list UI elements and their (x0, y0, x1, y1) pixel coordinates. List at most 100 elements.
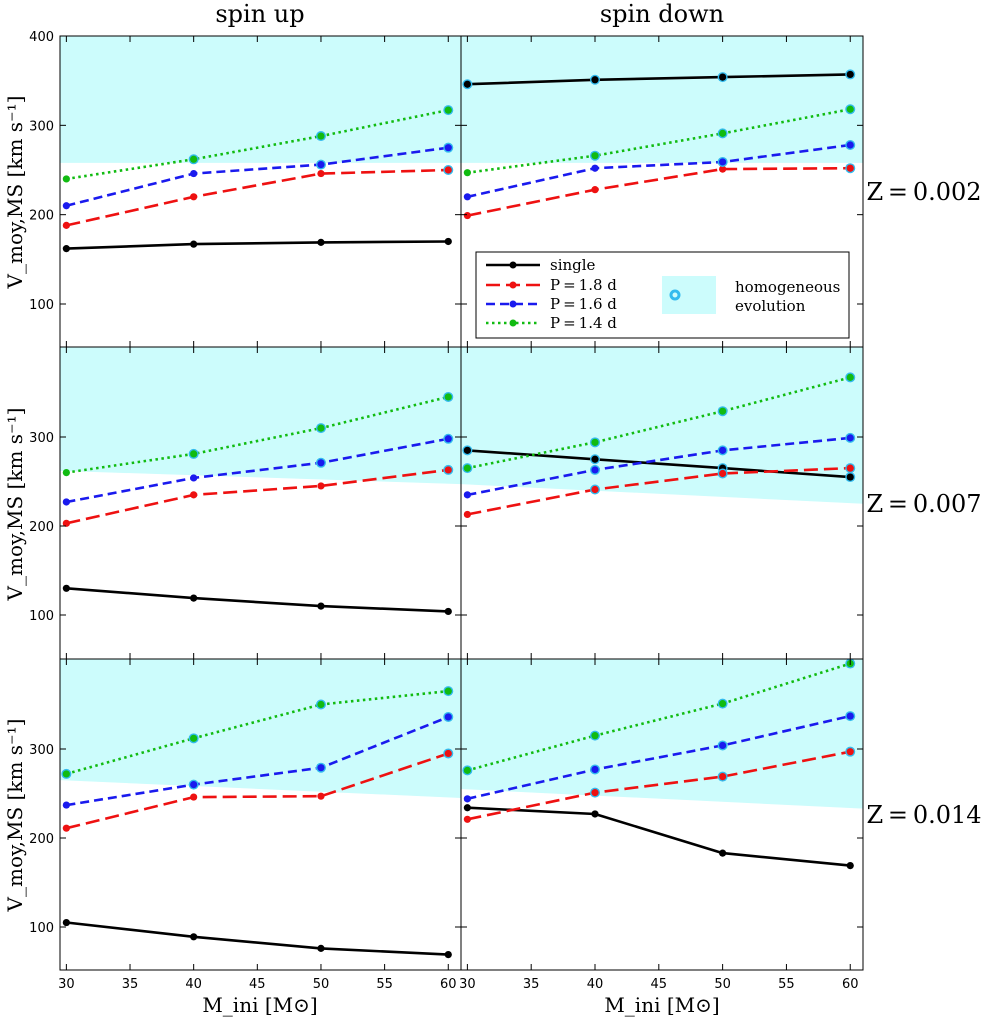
x-tick-label: 60 (842, 977, 859, 992)
y-axis-label-row1: V_moy,MS [km s⁻¹] (3, 96, 27, 290)
x-axis-label-right: M_ini [M⊙] (604, 993, 719, 1017)
data-point-single (591, 455, 599, 463)
data-point-p18 (317, 482, 325, 490)
data-point-p16 (591, 164, 599, 172)
x-tick-label: 35 (523, 977, 540, 992)
data-point-p18 (190, 491, 198, 499)
series-line-single (467, 449, 851, 479)
series-group (462, 659, 856, 870)
data-point-p16 (591, 466, 599, 474)
data-point-p14 (591, 732, 599, 740)
data-point-p18 (591, 789, 599, 797)
series-line-p16 (66, 437, 449, 504)
col-title-spin-up: spin up (215, 0, 304, 28)
data-point-p18 (719, 772, 727, 781)
data-point-p16 (444, 713, 452, 721)
data-point-p16 (846, 434, 854, 442)
data-point-single (463, 804, 471, 812)
data-point-single (846, 473, 854, 481)
data-point-p14 (463, 464, 471, 472)
data-point-single (719, 73, 727, 81)
homogeneous-region (60, 36, 461, 163)
data-point-p14 (190, 155, 198, 163)
legend-marker-p18 (509, 281, 517, 289)
data-point-p18 (846, 164, 854, 172)
row-label-z0014: Z = 0.014 (866, 801, 981, 829)
series-line-single (66, 587, 449, 613)
data-point-p14 (444, 687, 452, 695)
data-point-single (444, 607, 452, 616)
y-tick-label: 300 (29, 431, 54, 446)
series-group (62, 391, 454, 616)
data-point-single (591, 76, 599, 84)
data-point-p18 (591, 485, 599, 494)
data-point-p18 (719, 165, 727, 173)
homogeneous-region (461, 36, 863, 163)
data-point-single (62, 584, 70, 592)
panel-2-0: 30 35 40 45 50 55 60 100 200 300 (29, 658, 462, 992)
series-group (462, 372, 856, 519)
data-point-p16 (190, 781, 198, 789)
series-line-p16 (467, 436, 851, 497)
x-tick-label: 60 (440, 977, 457, 992)
data-point-p14 (463, 766, 471, 774)
homogeneous-region (60, 659, 461, 798)
series-group (462, 69, 856, 220)
x-tick-label: 40 (185, 977, 202, 992)
data-point-p14 (444, 106, 452, 114)
y-tick-label: 200 (29, 209, 54, 224)
legend-label-p14: P = 1.4 d (550, 314, 617, 332)
data-point-single (317, 238, 325, 246)
legend-marker-p16 (509, 300, 517, 308)
data-point-p18 (444, 466, 452, 474)
data-point-p16 (846, 712, 854, 720)
series-line-single (66, 240, 449, 250)
data-point-p18 (846, 464, 854, 472)
data-point-p14 (190, 450, 198, 458)
series-line-p18 (66, 168, 449, 227)
data-point-p14 (317, 424, 325, 432)
y-axis-label-row2: V_moy,MS [km s⁻¹] (3, 408, 27, 602)
homogeneous-region (60, 347, 461, 485)
data-point-p18 (846, 748, 854, 756)
series-line-single (467, 73, 851, 86)
data-point-p18 (190, 793, 198, 801)
legend-label-p18: P = 1.8 d (550, 276, 617, 294)
data-point-single (190, 933, 198, 941)
data-point-p16 (62, 498, 70, 506)
data-point-p14 (719, 700, 727, 708)
series-group (61, 686, 454, 959)
x-tick-label: 45 (249, 977, 266, 992)
data-point-p16 (62, 801, 70, 809)
data-point-p16 (317, 764, 325, 772)
homogeneous-region (461, 659, 863, 809)
series-line-p16 (467, 714, 851, 801)
data-point-p18 (62, 519, 70, 527)
data-point-single (463, 80, 471, 88)
data-point-p18 (444, 166, 452, 174)
data-point-p14 (62, 770, 70, 778)
data-point-p16 (317, 459, 325, 467)
legend: single P = 1.8 d P = 1.6 d P = 1.4 d hom… (475, 251, 850, 339)
data-point-single (463, 446, 471, 454)
y-tick-label: 200 (29, 520, 54, 535)
data-point-p16 (719, 446, 727, 454)
data-point-p18 (317, 169, 325, 178)
data-point-p16 (463, 491, 471, 499)
data-point-p14 (190, 734, 198, 742)
y-tick-label: 100 (29, 609, 54, 624)
x-axis-label-left: M_ini [M⊙] (202, 993, 317, 1017)
data-point-single (591, 810, 599, 818)
series-line-p18 (467, 166, 851, 217)
data-point-single (317, 602, 325, 610)
data-point-single (444, 950, 452, 959)
x-tick-label: 35 (122, 977, 139, 992)
row-label-z0007: Z = 0.007 (866, 490, 981, 518)
series-line-p14 (467, 108, 851, 174)
panel-0-1 (460, 35, 864, 348)
y-tick-label: 300 (29, 743, 54, 758)
series-line-p14 (467, 662, 851, 772)
data-point-p16 (190, 474, 198, 482)
data-point-single (317, 944, 325, 952)
y-tick-label: 300 (29, 119, 54, 134)
